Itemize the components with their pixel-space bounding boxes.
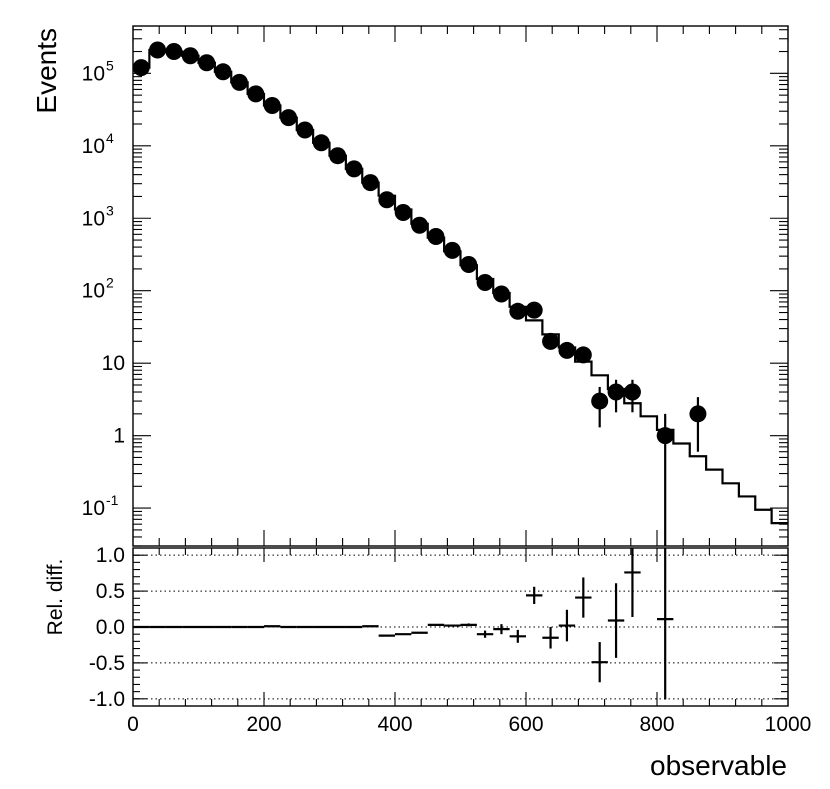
events-data-point [492, 285, 510, 303]
x-tick-label: 600 [508, 713, 543, 736]
ratio-y-tick-label: 0.0 [96, 616, 125, 639]
events-data-point [263, 96, 281, 114]
y-tick-label: 10 [82, 135, 105, 158]
y-tick-label: 10 [102, 352, 125, 375]
events-data-point [345, 160, 363, 178]
events-histogram-layer [133, 48, 788, 525]
events-data-point [394, 204, 412, 222]
events-data-point [230, 73, 248, 91]
events-panel-frame [132, 25, 789, 547]
ratio-y-tick-label: 0.5 [96, 580, 125, 603]
events-data-point [607, 383, 625, 401]
events-data-point [558, 341, 576, 359]
y-tick-label: 10 [82, 62, 105, 85]
ratio-y-tick-label: 1.0 [96, 544, 125, 567]
y-tick-exponent: -1 [106, 492, 119, 508]
events-data-point [623, 383, 641, 401]
ratio-axes: 1.0 0.5 0.0 -0.5 -1.00 200 400 600 800 1000 [89, 544, 812, 736]
x-axis-label: observable [650, 750, 787, 781]
events-data-point [165, 43, 183, 61]
x-tick-label: 0 [127, 713, 139, 736]
events-data-point [214, 63, 232, 81]
events-data-point [280, 109, 298, 127]
y-tick-label: 1 [113, 425, 125, 448]
events-data-point [149, 41, 167, 59]
events-data-point [460, 256, 478, 274]
ratio-points-layer [133, 548, 674, 700]
events-data-point [689, 405, 707, 423]
ratio-y-tick-label: -0.5 [89, 652, 125, 675]
events-y-axis-label: Events [31, 28, 62, 114]
events-data-point [525, 301, 543, 319]
x-tick-label: 400 [377, 713, 412, 736]
x-tick-label: 1000 [765, 713, 812, 736]
events-points-layer [132, 41, 707, 546]
x-tick-label: 800 [639, 713, 674, 736]
events-histogram-line [133, 48, 788, 525]
events-data-point [132, 59, 150, 77]
events-data-point [378, 191, 396, 209]
events-data-point [247, 85, 265, 103]
events-data-point [476, 273, 494, 291]
ratio-y-tick-label: -1.0 [89, 688, 125, 711]
y-tick-exponent: 2 [106, 275, 114, 291]
events-data-point [574, 346, 592, 364]
ratio-y-axis-label: Rel. diff. [44, 559, 67, 636]
events-data-point [427, 228, 445, 246]
events-data-point [296, 121, 314, 139]
y-tick-exponent: 3 [106, 202, 114, 218]
events-data-point [656, 427, 674, 445]
events-data-point [542, 332, 560, 350]
events-data-point [591, 392, 609, 410]
x-tick-label: 200 [246, 713, 281, 736]
y-tick-label: 10 [82, 497, 105, 520]
events-data-point [329, 147, 347, 165]
events-data-point [312, 134, 330, 152]
events-data-point [361, 174, 379, 192]
ratio-panel: 1.0 0.5 0.0 -0.5 -1.00 200 400 600 800 1000 Rel. … [44, 544, 811, 781]
y-tick-exponent: 5 [106, 57, 114, 73]
events-data-point [443, 241, 461, 259]
events-data-point [198, 54, 216, 72]
y-tick-label: 10 [82, 207, 105, 230]
y-tick-exponent: 4 [106, 130, 114, 146]
events-data-point [181, 47, 199, 65]
y-tick-label: 10 [82, 280, 105, 303]
events-data-point [509, 302, 527, 320]
events-data-point [411, 216, 429, 234]
